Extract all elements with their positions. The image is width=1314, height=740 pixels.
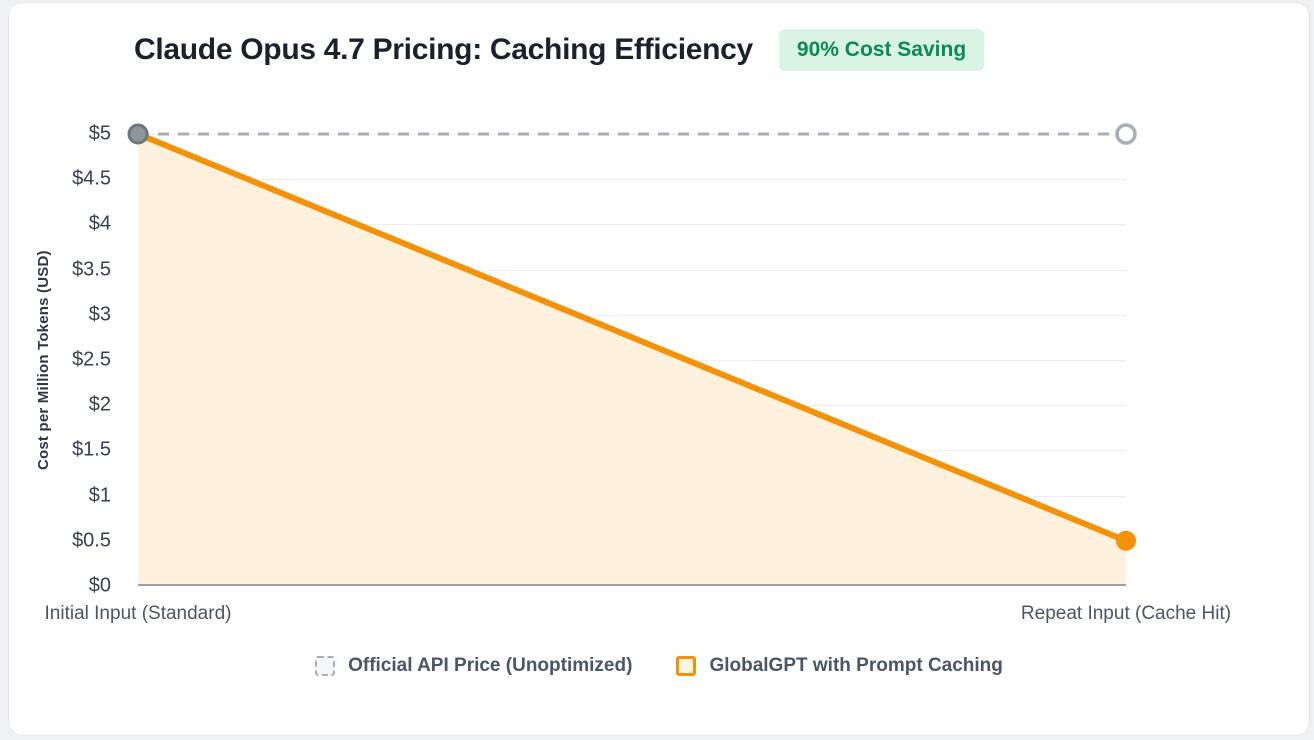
cached-price-line <box>135 131 1129 544</box>
pricing-card: Claude Opus 4.7 Pricing: Caching Efficie… <box>8 2 1310 736</box>
plot-area <box>127 123 1137 586</box>
legend-item-official-api[interactable]: Official API Price (Unoptimized) <box>315 655 632 677</box>
gridline <box>138 134 1126 135</box>
card-header: Claude Opus 4.7 Pricing: Caching Efficie… <box>134 29 985 71</box>
y-tick-label: $2.5 <box>72 348 111 371</box>
legend-label-official-api: Official API Price (Unoptimized) <box>348 655 633 676</box>
cost-saving-badge: 90% Cost Saving <box>778 29 985 71</box>
y-axis: $0 $0.5 $1 $1.5 $2 $2.5 $3 $3.5 $4 $4.5 $5 <box>9 123 111 597</box>
chart-canvas <box>127 123 1137 586</box>
gridline <box>138 269 1126 271</box>
x-tick-initial-input: Initial Input (Standard) <box>44 603 232 624</box>
y-tick-label: $4 <box>88 212 111 235</box>
y-tick-label: $4.5 <box>72 167 111 190</box>
dashed-line-legend-icon <box>315 656 336 676</box>
gridline <box>138 224 1126 226</box>
y-tick-label: $3.5 <box>72 258 111 281</box>
y-tick-label: $0.5 <box>72 529 111 552</box>
y-tick-label: $3 <box>88 303 111 326</box>
y-tick-label: $1 <box>88 484 111 507</box>
x-tick-repeat-input: Repeat Input (Cache Hit) <box>1020 603 1232 624</box>
y-tick-label: $2 <box>88 393 111 416</box>
legend-item-globalgpt[interactable]: GlobalGPT with Prompt Caching <box>676 655 1003 677</box>
official-price-start-marker <box>127 123 149 145</box>
x-axis-labels: Initial Input (Standard) Repeat Input (C… <box>45 603 1232 627</box>
gridline <box>138 314 1126 316</box>
x-axis-line <box>138 584 1126 586</box>
y-tick-label: $1.5 <box>72 438 111 461</box>
legend-label-globalgpt: GlobalGPT with Prompt Caching <box>709 655 1003 676</box>
orange-area-legend-icon <box>676 656 697 676</box>
y-tick-label: $0 <box>88 574 111 597</box>
cached-price-end-marker <box>1116 530 1136 551</box>
chart-title: Claude Opus 4.7 Pricing: Caching Efficie… <box>134 33 753 66</box>
gridline <box>138 179 1126 181</box>
chart-legend: Official API Price (Unoptimized) GlobalG… <box>9 655 1309 677</box>
official-price-end-marker <box>1115 123 1137 145</box>
y-tick-label: $5 <box>88 122 111 145</box>
cached-price-area <box>138 134 1126 586</box>
